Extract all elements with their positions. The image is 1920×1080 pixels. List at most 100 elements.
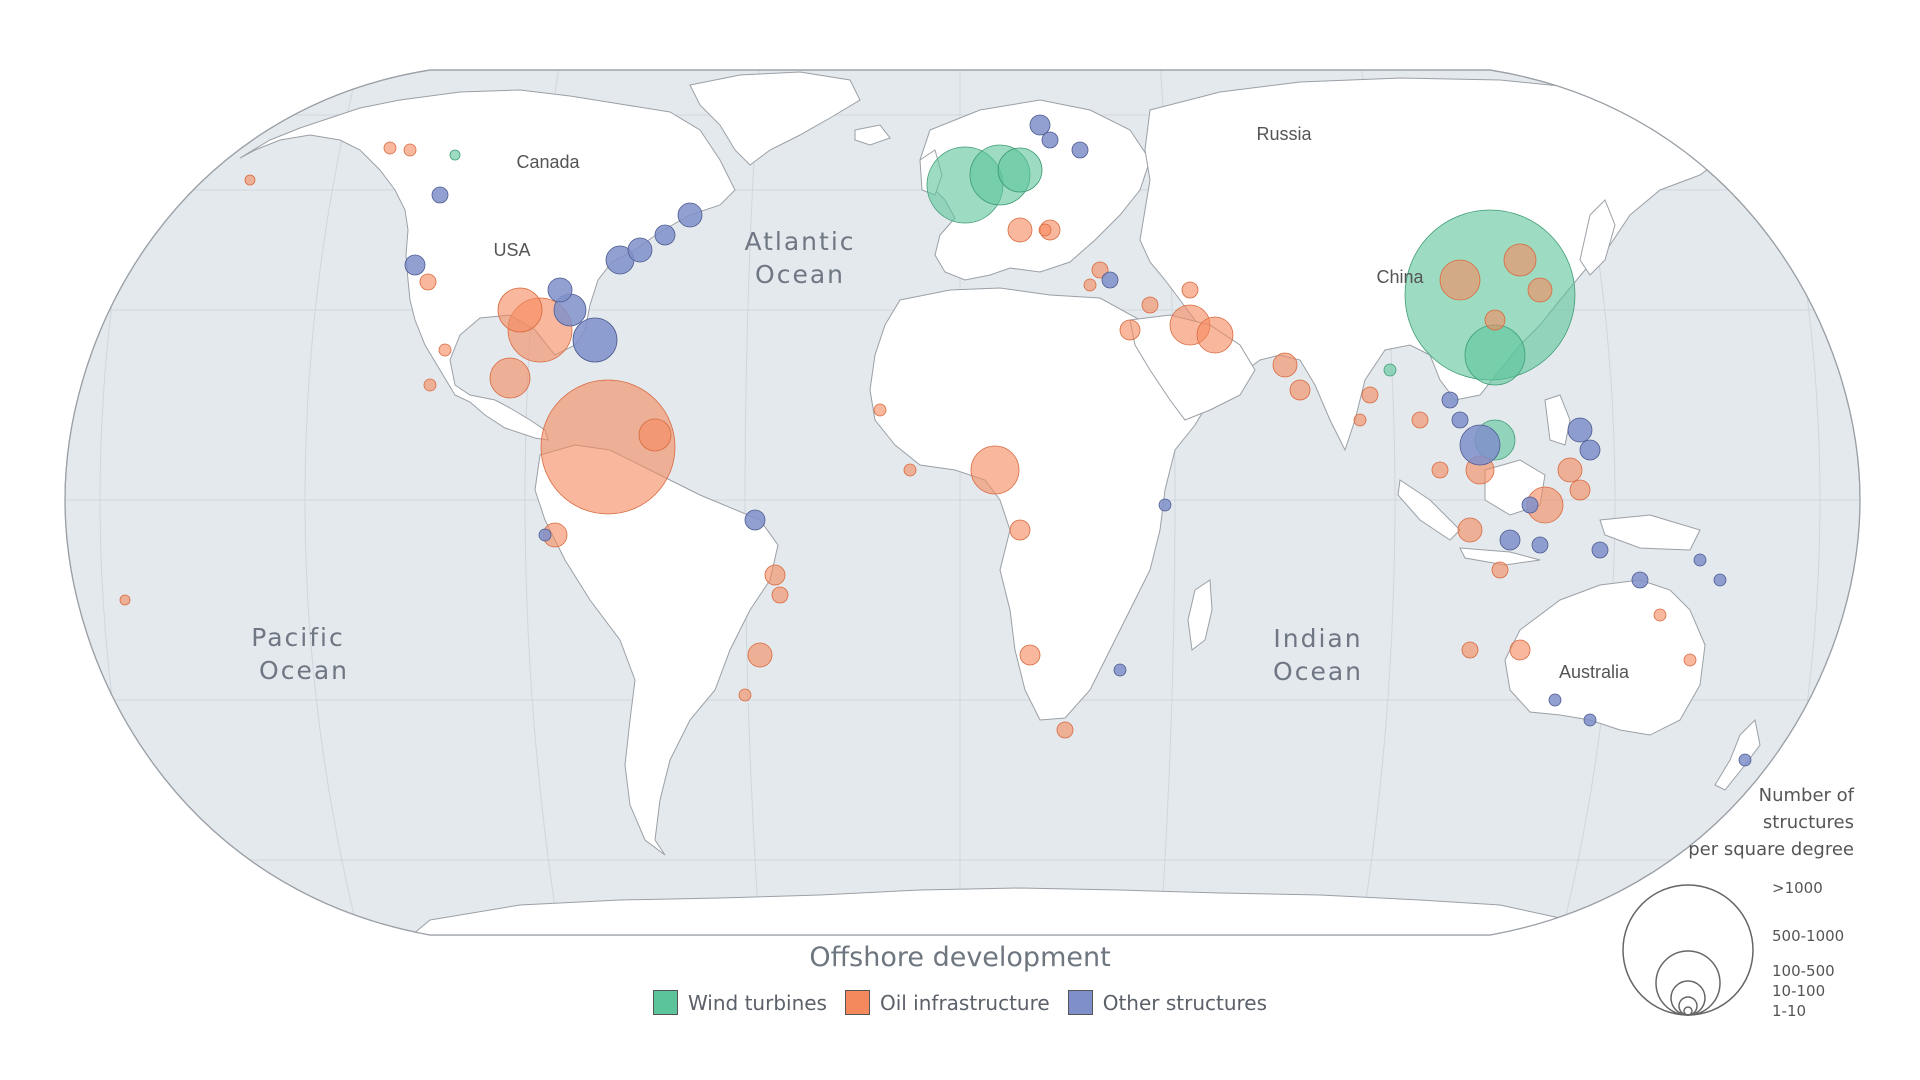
oil-bubble: [738, 688, 752, 702]
oil-bubble: [764, 564, 786, 586]
label-usa: USA: [493, 240, 530, 260]
oil-bubble: [1289, 379, 1311, 401]
label-atlantic-2: Ocean: [755, 260, 845, 289]
label-russia: Russia: [1256, 124, 1312, 144]
other-bubble: [1579, 439, 1601, 461]
oil-bubble: [540, 379, 676, 515]
other-bubble: [1029, 114, 1051, 136]
size-label-5: 1-10: [1772, 1002, 1806, 1020]
oil-bubble: [244, 174, 256, 186]
other-bubble: [572, 317, 618, 363]
oil-bubble: [1272, 352, 1298, 378]
legend-item-wind: Wind turbines: [652, 990, 827, 1015]
land-north-america: [239, 89, 736, 441]
label-indian-2: Ocean: [1273, 657, 1363, 686]
land-sumatra: [1397, 479, 1461, 541]
other-bubble: [538, 528, 552, 542]
oil-bubble: [1431, 461, 1449, 479]
other-bubble: [1521, 496, 1539, 514]
land-new-zealand: [1714, 718, 1761, 791]
oil-bubble: [1653, 608, 1667, 622]
land-madagascar: [1187, 579, 1213, 651]
oil-bubble: [1009, 519, 1031, 541]
legend-label-oil: Oil infrastructure: [879, 990, 1050, 1015]
oil-bubble: [1007, 217, 1033, 243]
other-bubble: [1693, 553, 1707, 567]
label-atlantic-1: Atlantic: [744, 227, 855, 256]
other-bubble: [744, 509, 766, 531]
other-bubble: [677, 202, 703, 228]
other-bubble: [1158, 498, 1172, 512]
oil-bubble: [1683, 653, 1697, 667]
other-bubble: [1113, 663, 1127, 677]
land-philippines: [1544, 394, 1571, 446]
oil-bubble: [1038, 223, 1052, 237]
other-bubble: [404, 254, 426, 276]
label-china: China: [1376, 267, 1424, 287]
label-pacific-2: Ocean: [259, 656, 349, 685]
size-label-4: 10-100: [1772, 982, 1825, 1000]
oil-bubble: [1509, 639, 1531, 661]
oil-bubble: [1141, 296, 1159, 314]
other-bubble: [1499, 529, 1521, 551]
other-bubble: [1738, 753, 1752, 767]
oil-bubble: [970, 445, 1020, 495]
other-bubble: [1041, 131, 1059, 149]
oil-bubble: [638, 418, 672, 452]
legend-title: Offshore development: [809, 942, 1111, 973]
legend-item-other: Other structures: [1067, 990, 1268, 1015]
oil-bubble: [1569, 479, 1591, 501]
oil-bubble: [403, 143, 417, 157]
other-bubble: [654, 224, 676, 246]
oil-bubble: [1461, 641, 1479, 659]
land-new-guinea: [1599, 514, 1701, 551]
oil-bubble: [747, 642, 773, 668]
other-bubble: [1583, 713, 1597, 727]
oil-bubble: [1353, 413, 1367, 427]
oil-bubble: [1361, 386, 1379, 404]
map-outline: [64, 69, 1861, 936]
oil-bubble: [497, 287, 543, 333]
other-bubble: [1441, 391, 1459, 409]
oil-bubble: [119, 594, 131, 606]
other-bubble: [627, 237, 653, 263]
size-label-2: 500-1000: [1772, 927, 1844, 945]
oil-bubble: [1457, 517, 1483, 543]
oil-bubble: [1411, 411, 1429, 429]
label-indian-1: Indian: [1273, 624, 1362, 653]
oil-bubble: [771, 586, 789, 604]
land-japan: [1579, 199, 1616, 276]
structure-bubbles: [119, 114, 1752, 767]
wind-bubble: [997, 147, 1043, 193]
other-bubble: [1101, 271, 1119, 289]
other-bubble: [1451, 411, 1469, 429]
oil-bubble: [1196, 316, 1234, 354]
legend-label-other: Other structures: [1102, 990, 1268, 1015]
legend-label-wind: Wind turbines: [687, 990, 827, 1015]
other-bubble: [1071, 141, 1089, 159]
land-iceland: [854, 124, 891, 146]
oil-bubble: [423, 378, 437, 392]
oil-bubble: [1491, 561, 1509, 579]
oil-bubble: [1557, 457, 1583, 483]
other-bubble: [431, 186, 449, 204]
size-legend-circles: [1622, 884, 1754, 1016]
oil-bubble: [489, 357, 531, 399]
label-canada: Canada: [516, 152, 580, 172]
oil-bubble: [873, 403, 887, 417]
size-label-3: 100-500: [1772, 962, 1835, 980]
legend-swatch-wind: [652, 990, 678, 1015]
legend-swatch-other: [1067, 990, 1093, 1015]
oil-bubble: [419, 273, 437, 291]
other-bubble: [1591, 541, 1609, 559]
land-south-america: [534, 444, 779, 856]
oil-bubble: [438, 343, 452, 357]
size-label-1: >1000: [1772, 879, 1823, 897]
legend: Wind turbines Oil infrastructure Other s…: [0, 990, 1920, 1015]
land-java: [1459, 547, 1541, 566]
size-legend-title: Number of structures per square degree: [1688, 785, 1854, 860]
oil-bubble: [1056, 721, 1074, 739]
oil-bubble: [1527, 277, 1553, 303]
oil-bubble: [1119, 319, 1141, 341]
